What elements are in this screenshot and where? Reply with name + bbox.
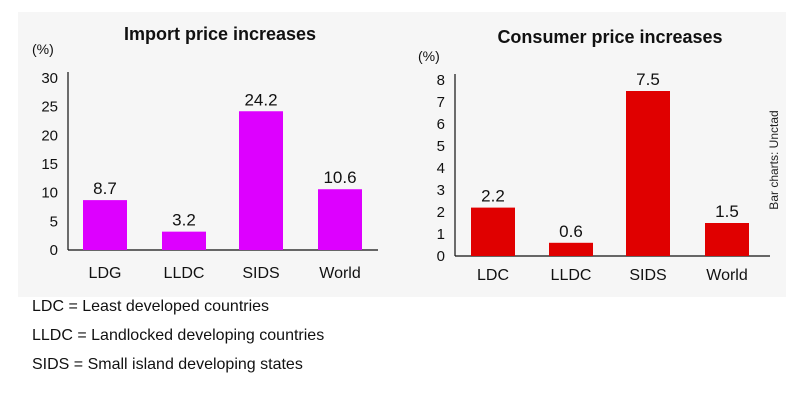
consumer-y-tick-label: 8 [437, 72, 445, 89]
import-y-tick-label: 25 [41, 99, 58, 116]
consumer-bar [471, 207, 515, 256]
import-y-tick-label: 20 [41, 127, 58, 144]
consumer-y-tick-label: 3 [437, 182, 445, 199]
consumer-bar-value-label: 2.2 [481, 187, 505, 206]
consumer-category-label: SIDS [629, 267, 666, 284]
legend-item-ldc: LDC = Least developed countries [32, 298, 270, 315]
import-bar [162, 231, 206, 250]
consumer-y-tick-label: 7 [437, 94, 445, 111]
consumer-bar [626, 91, 670, 256]
consumer-y-tick-label: 6 [437, 116, 445, 133]
import-price-chart: Import price increases (%) 0 5 10 15 20 25 30 8… [32, 24, 378, 282]
import-category-label: SIDS [242, 265, 279, 282]
legend-item-sids: SIDS = Small island developing states [32, 356, 303, 373]
consumer-chart-title: Consumer price increases [497, 27, 722, 47]
import-category-label: LDG [89, 265, 122, 282]
legend-item-lldc: LLDC = Landlocked developing countries [32, 327, 325, 344]
consumer-chart-unit-label: (%) [418, 48, 440, 64]
consumer-y-tick-label: 0 [437, 248, 445, 265]
import-bar-value-label: 8.7 [93, 179, 117, 198]
consumer-y-tick-label: 5 [437, 138, 445, 155]
consumer-bar-value-label: 0.6 [559, 222, 583, 241]
import-bar-value-label: 3.2 [172, 211, 196, 230]
import-y-tick-label: 10 [41, 185, 58, 202]
consumer-category-label: LLDC [551, 267, 592, 284]
import-bar-value-label: 24.2 [244, 90, 277, 109]
consumer-bar [705, 223, 749, 256]
import-y-tick-label: 5 [50, 213, 58, 230]
abbreviation-legend: LDC = Least developed countries LLDC = L… [32, 292, 324, 379]
import-y-tick-label: 0 [50, 242, 58, 259]
consumer-y-tick-label: 2 [437, 204, 445, 221]
consumer-bar [549, 242, 593, 256]
import-bar [239, 111, 283, 251]
consumer-y-tick-label: 4 [437, 160, 445, 177]
import-bar [318, 189, 362, 250]
consumer-bar-value-label: 1.5 [715, 202, 739, 221]
consumer-y-tick-label: 1 [437, 226, 445, 243]
source-credit: Bar charts: Unctad [767, 110, 781, 209]
import-category-label: World [319, 265, 361, 282]
import-y-tick-label: 15 [41, 156, 58, 173]
consumer-category-label: LDC [477, 267, 509, 284]
import-chart-unit-label: (%) [32, 41, 54, 57]
consumer-price-chart: Consumer price increases (%) 0 1 2 3 4 5 6 7 8 2.… [418, 27, 770, 284]
import-chart-title: Import price increases [124, 24, 316, 44]
import-bar [83, 200, 127, 250]
import-bar-value-label: 10.6 [323, 168, 356, 187]
import-y-tick-label: 30 [41, 70, 58, 87]
import-category-label: LLDC [164, 265, 205, 282]
consumer-bar-value-label: 7.5 [636, 70, 660, 89]
consumer-category-label: World [706, 267, 748, 284]
